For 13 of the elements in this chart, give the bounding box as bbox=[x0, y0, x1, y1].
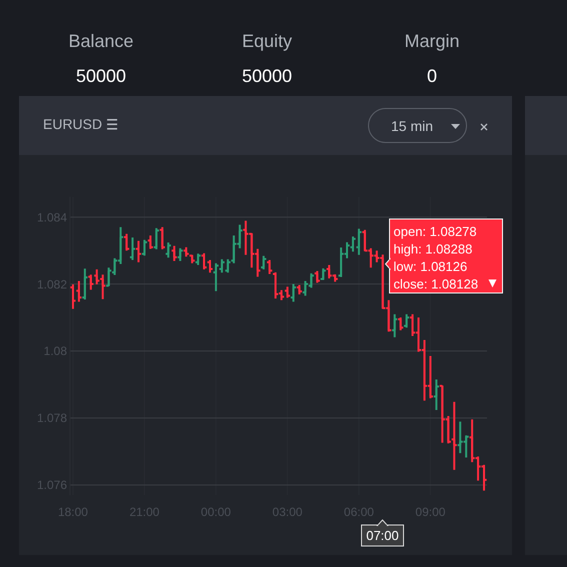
text: Equity bbox=[242, 31, 292, 51]
annotation: close: 1.08128 bbox=[394, 276, 478, 292]
text: 50000 bbox=[242, 66, 292, 86]
text: 0 bbox=[426, 66, 438, 86]
text: Balance bbox=[68, 31, 134, 51]
annotation: low: 1.08126 bbox=[394, 259, 468, 274]
annotation: open: 1.08278 bbox=[394, 224, 477, 239]
text: Margin bbox=[404, 31, 460, 51]
text: 50000 bbox=[76, 66, 126, 86]
chart-title: EURUSD bbox=[43, 116, 102, 132]
text: 15 min bbox=[390, 118, 434, 134]
annotation: high: 1.08288 bbox=[394, 242, 472, 256]
text: 07:00 bbox=[366, 528, 399, 543]
